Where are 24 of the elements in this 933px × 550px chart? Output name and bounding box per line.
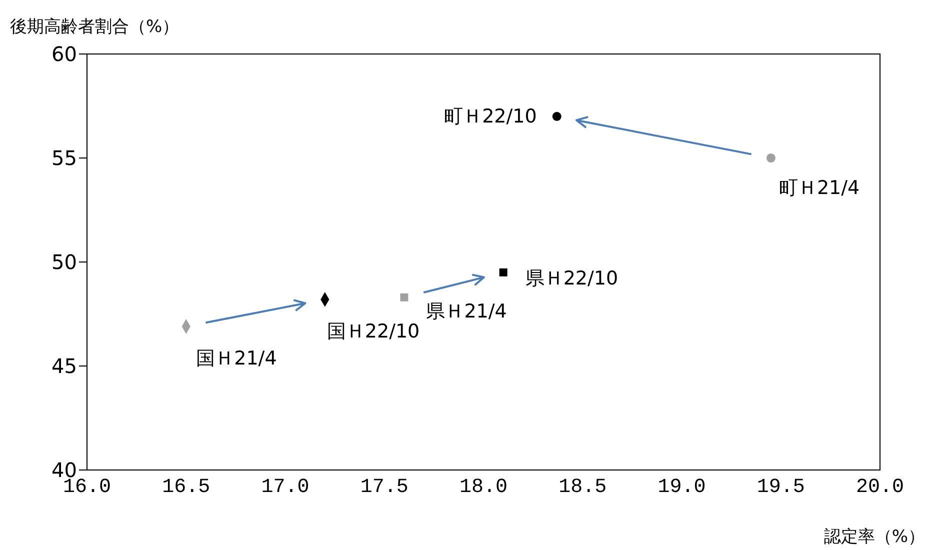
point [552,112,562,121]
x-tick-label: 16.5 [162,476,210,500]
series-label: 県Ｈ22/10 [525,267,618,290]
x-tick-label: 18.5 [558,476,607,500]
x-tick-label: 17.0 [261,476,310,500]
point [499,268,508,276]
series-label: 町Ｈ22/10 [444,105,537,128]
x-axis-title: 認定率（%） [824,527,925,547]
y-tick-label: 60 [52,42,77,66]
y-tick-label: 50 [52,250,77,274]
x-tick-label: 20.0 [856,476,904,500]
x-tick-label: 19.5 [756,476,805,500]
series-label: 町Ｈ21/4 [778,177,860,199]
y-tick-label: 55 [52,146,77,170]
series-label: 国Ｈ21/4 [196,347,277,370]
x-tick-label: 18.0 [459,476,508,500]
x-tick-label: 17.5 [360,476,408,500]
point [766,153,776,163]
series-label: 県Ｈ21/4 [426,300,507,322]
y-tick-label: 45 [52,354,77,378]
point [400,293,408,302]
x-tick-label: 19.0 [658,476,706,500]
series-label: 国Ｈ22/10 [326,320,420,342]
y-axis-title: 後期高齢者割合（%） [10,17,180,37]
